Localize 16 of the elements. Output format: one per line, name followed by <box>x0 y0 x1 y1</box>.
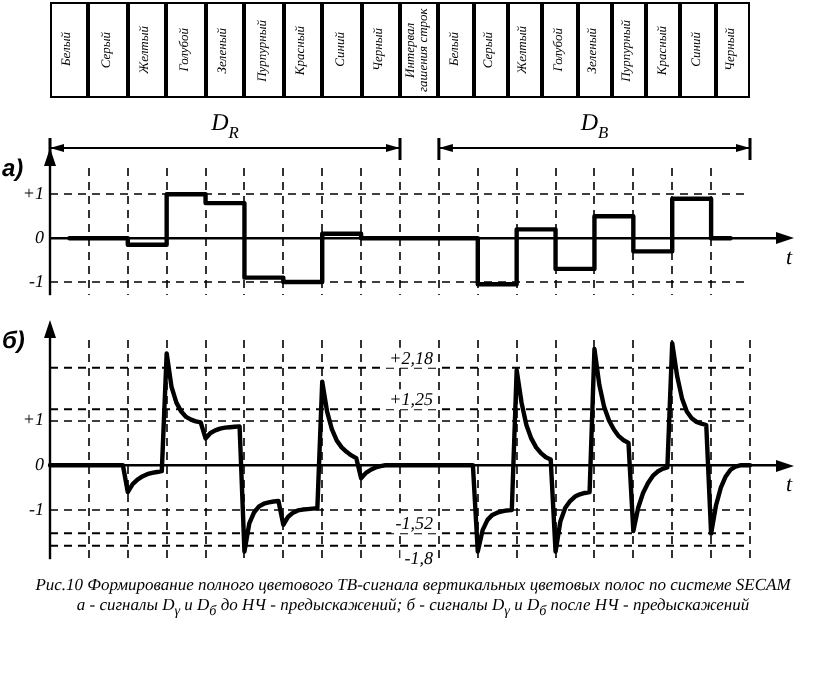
ref-line-label: +1,25 <box>389 389 434 410</box>
chart-title: б) <box>2 326 25 354</box>
y-tick-label: -1 <box>29 498 44 519</box>
x-axis-title: t <box>786 473 794 498</box>
y-tick-label: 0 <box>35 453 45 474</box>
text: Рис.10 Формирование полного цветового ТВ-сигнала вертикальных цветовых полос по системе SECAM <box>33 574 793 596</box>
y-tick-label: +1 <box>22 409 44 430</box>
y-tick-label: +1 <box>22 183 44 204</box>
chart-title: а) <box>2 154 24 182</box>
x-axis-title: t <box>786 246 794 271</box>
ref-line-label: +2,18 <box>389 347 434 368</box>
y-tick-label: 0 <box>35 226 45 247</box>
ref-line-label: -1,52 <box>395 513 434 534</box>
y-tick-label: -1 <box>29 270 44 291</box>
ref-line-label: -1,8 <box>404 547 434 568</box>
text: а - сигналы D$_{γ}$ и D$_{б}$ до НЧ - предыскажений; б - сигналы D$_{γ}$ и D$_{б}$ после НЧ - предыскажений <box>76 593 750 619</box>
